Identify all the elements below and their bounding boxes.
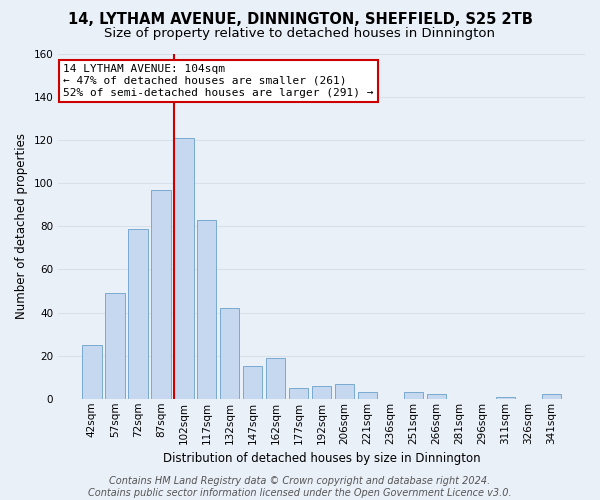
X-axis label: Distribution of detached houses by size in Dinnington: Distribution of detached houses by size … <box>163 452 481 465</box>
Bar <box>243 366 262 399</box>
Bar <box>289 388 308 399</box>
Y-axis label: Number of detached properties: Number of detached properties <box>15 134 28 320</box>
Text: Contains HM Land Registry data © Crown copyright and database right 2024.
Contai: Contains HM Land Registry data © Crown c… <box>88 476 512 498</box>
Bar <box>358 392 377 399</box>
Bar <box>404 392 423 399</box>
Bar <box>312 386 331 399</box>
Text: 14 LYTHAM AVENUE: 104sqm
← 47% of detached houses are smaller (261)
52% of semi-: 14 LYTHAM AVENUE: 104sqm ← 47% of detach… <box>64 64 374 98</box>
Text: Size of property relative to detached houses in Dinnington: Size of property relative to detached ho… <box>104 28 496 40</box>
Text: 14, LYTHAM AVENUE, DINNINGTON, SHEFFIELD, S25 2TB: 14, LYTHAM AVENUE, DINNINGTON, SHEFFIELD… <box>68 12 532 28</box>
Bar <box>128 228 148 399</box>
Bar <box>82 345 101 399</box>
Bar <box>105 293 125 399</box>
Bar <box>335 384 355 399</box>
Bar <box>151 190 170 399</box>
Bar <box>496 396 515 399</box>
Bar <box>220 308 239 399</box>
Bar <box>174 138 194 399</box>
Bar <box>427 394 446 399</box>
Bar <box>197 220 217 399</box>
Bar <box>266 358 286 399</box>
Bar <box>542 394 561 399</box>
